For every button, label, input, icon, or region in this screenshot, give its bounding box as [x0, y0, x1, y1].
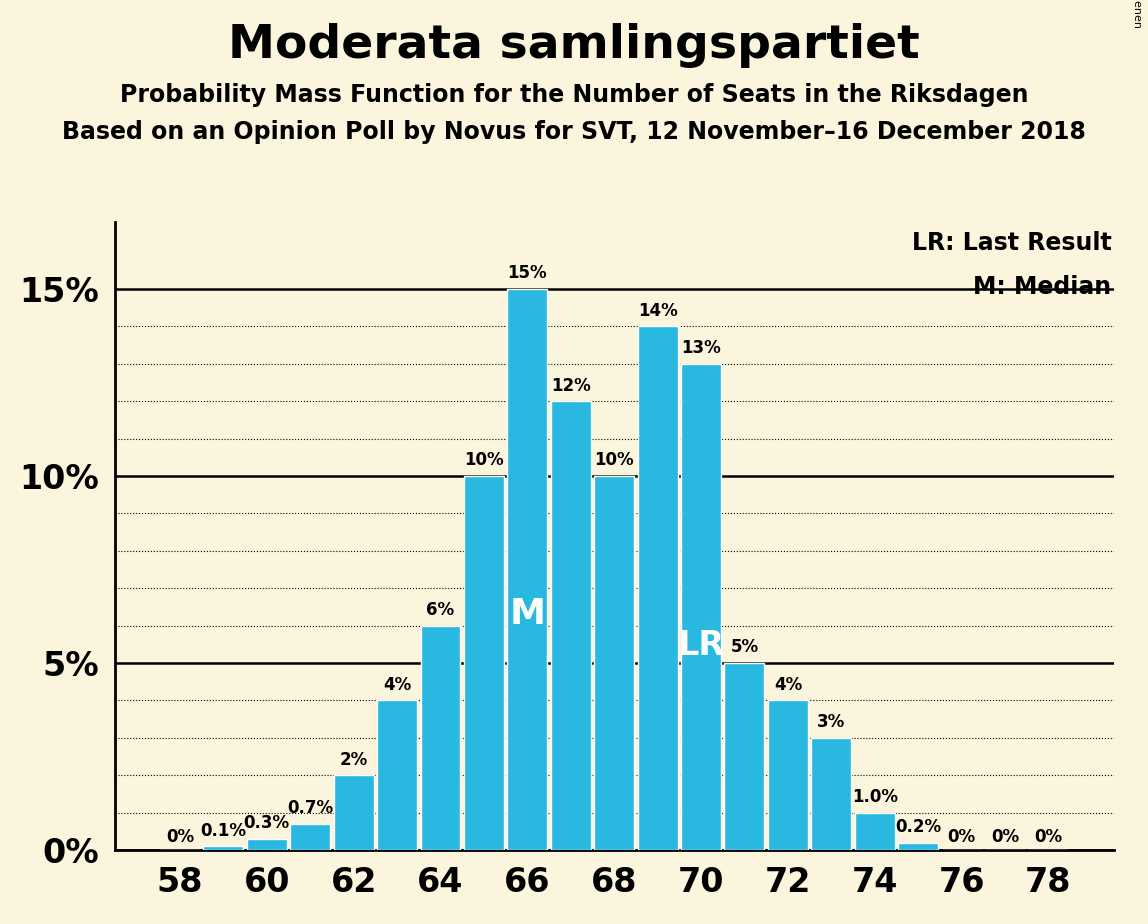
Bar — [334, 775, 373, 850]
Bar — [247, 839, 287, 850]
Text: 12%: 12% — [551, 377, 590, 395]
Bar — [203, 846, 243, 850]
Text: 0%: 0% — [165, 828, 194, 845]
Text: 4%: 4% — [774, 675, 802, 694]
Bar — [551, 401, 591, 850]
Text: 0.3%: 0.3% — [243, 814, 289, 833]
Text: 3%: 3% — [817, 713, 845, 731]
Text: 6%: 6% — [426, 601, 455, 619]
Bar — [768, 700, 808, 850]
Text: 4%: 4% — [383, 675, 411, 694]
Bar — [681, 364, 721, 850]
Text: 0.2%: 0.2% — [895, 818, 941, 836]
Bar — [507, 289, 548, 850]
Text: 0%: 0% — [1034, 828, 1063, 845]
Bar — [724, 663, 765, 850]
Text: M: M — [510, 598, 545, 631]
Text: 13%: 13% — [681, 339, 721, 358]
Text: 0.7%: 0.7% — [287, 799, 333, 817]
Bar — [290, 824, 331, 850]
Bar — [377, 700, 417, 850]
Text: 14%: 14% — [638, 302, 677, 320]
Text: 0%: 0% — [947, 828, 976, 845]
Bar — [898, 843, 938, 850]
Text: Probability Mass Function for the Number of Seats in the Riksdagen: Probability Mass Function for the Number… — [119, 83, 1029, 107]
Bar — [420, 626, 460, 850]
Text: 0%: 0% — [991, 828, 1019, 845]
Text: 0.1%: 0.1% — [201, 821, 247, 840]
Bar — [637, 326, 677, 850]
Text: LR: Last Result: LR: Last Result — [912, 231, 1111, 255]
Bar — [812, 738, 852, 850]
Text: 10%: 10% — [595, 451, 634, 469]
Text: M: Median: M: Median — [974, 275, 1111, 299]
Text: 15%: 15% — [507, 264, 548, 283]
Text: 1.0%: 1.0% — [852, 788, 898, 806]
Text: Moderata samlingspartiet: Moderata samlingspartiet — [228, 23, 920, 68]
Bar — [855, 813, 894, 850]
Text: 5%: 5% — [730, 638, 759, 656]
Text: © 2020 Filip van Laenen: © 2020 Filip van Laenen — [1132, 0, 1142, 28]
Bar — [595, 476, 634, 850]
Text: LR: LR — [677, 629, 724, 663]
Text: 10%: 10% — [464, 451, 504, 469]
Text: Based on an Opinion Poll by Novus for SVT, 12 November–16 December 2018: Based on an Opinion Poll by Novus for SV… — [62, 120, 1086, 144]
Bar — [464, 476, 504, 850]
Text: 2%: 2% — [340, 750, 367, 769]
